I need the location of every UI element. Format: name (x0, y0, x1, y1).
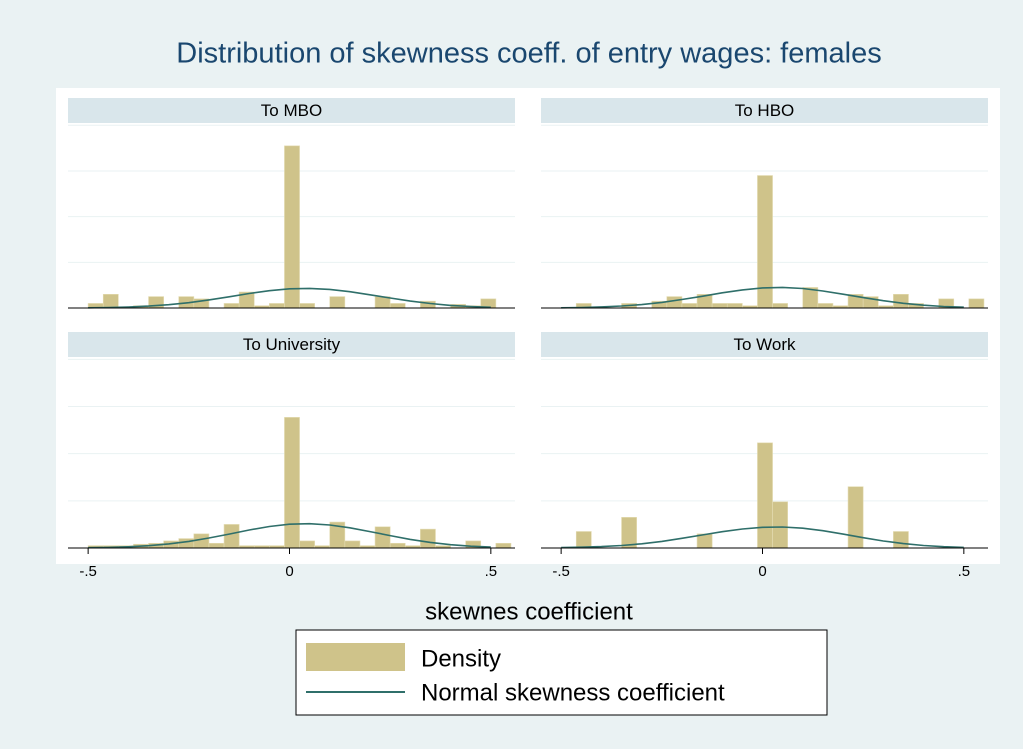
bar (968, 298, 985, 309)
x-tick-label: -.5 (79, 563, 97, 580)
bar (299, 303, 315, 309)
bar (893, 531, 909, 549)
bar (893, 293, 909, 309)
bar (817, 303, 834, 309)
density-curve (561, 286, 964, 309)
panel-title: To Work (733, 335, 796, 354)
chart-title: Distribution of skewness coeff. of entry… (176, 38, 881, 70)
bar (666, 296, 683, 309)
panel-title: To University (243, 335, 341, 354)
density-curve (88, 287, 491, 309)
bar (757, 442, 773, 549)
bar (329, 296, 346, 309)
bar (223, 303, 240, 309)
bar (178, 538, 195, 549)
bar (223, 524, 240, 549)
x-tick-label: 0 (758, 563, 766, 580)
bar (284, 145, 300, 309)
panel-title: To MBO (261, 101, 322, 120)
plot-region (56, 88, 1000, 564)
bar (772, 501, 788, 549)
legend-label: Normal skewness coefficient (421, 679, 725, 706)
bar (772, 303, 788, 309)
panel-header (68, 332, 515, 357)
bar (621, 517, 637, 549)
density-curve (561, 526, 964, 549)
bar (726, 303, 743, 309)
x-tick-label: .5 (485, 563, 498, 580)
bar (847, 486, 864, 549)
x-tick-label: .5 (958, 563, 971, 580)
bar (374, 526, 391, 549)
bar (681, 303, 698, 309)
density-curve (88, 522, 491, 549)
legend-label: Density (421, 645, 501, 672)
bar (208, 542, 225, 549)
bar (284, 417, 300, 549)
legend-swatch (306, 643, 405, 671)
panel-header (541, 332, 988, 357)
bar (102, 293, 119, 309)
x-tick-label: 0 (285, 563, 293, 580)
panel-title: To HBO (735, 101, 795, 120)
panel-header (541, 98, 988, 123)
panel-header (68, 98, 515, 123)
bar (420, 528, 436, 549)
bar (269, 303, 285, 309)
bar (495, 542, 512, 549)
bar (344, 540, 361, 549)
x-axis-title: skewnes coefficient (425, 598, 633, 625)
bar (299, 540, 315, 549)
bar (389, 542, 406, 549)
x-tick-label: -.5 (552, 563, 570, 580)
bar (575, 531, 592, 549)
bar (389, 303, 406, 309)
bar (711, 303, 728, 309)
